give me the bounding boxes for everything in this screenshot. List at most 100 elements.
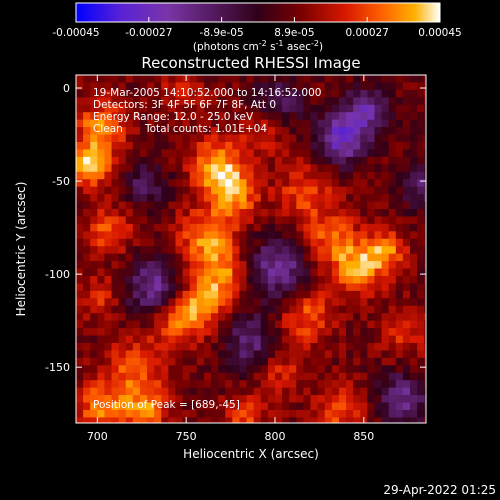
heatmap-cell (111, 179, 120, 188)
heatmap-cell (296, 261, 304, 270)
heatmap-cell (76, 149, 84, 158)
heatmap-cell (196, 275, 205, 284)
heatmap-cell (225, 372, 233, 381)
heatmap-cell (410, 298, 418, 307)
heatmap-cell (260, 208, 269, 217)
heatmap-cell (211, 268, 219, 277)
heatmap-cell (381, 97, 390, 106)
heatmap-cell (76, 335, 84, 344)
heatmap-cell (211, 75, 219, 83)
heatmap-cell (111, 238, 120, 247)
heatmap-cell (282, 179, 290, 188)
heatmap-cell (303, 75, 312, 83)
heatmap-cell (324, 119, 333, 128)
heatmap-cell (104, 335, 113, 344)
heatmap-cell (388, 238, 397, 247)
heatmap-cell (303, 119, 312, 128)
heatmap-cell (182, 134, 191, 143)
heatmap-cell (317, 350, 326, 359)
heatmap-cell (139, 238, 148, 247)
heatmap-cell (417, 357, 425, 366)
heatmap-cell (218, 246, 226, 255)
heatmap-cell (296, 320, 304, 329)
heatmap-cell (147, 320, 155, 329)
heatmap-cell (97, 417, 105, 423)
heatmap-cell (147, 425, 155, 433)
heatmap-cell (331, 350, 340, 359)
heatmap-cell (253, 97, 262, 106)
heatmap-cell (353, 141, 361, 150)
heatmap-cell (338, 365, 347, 374)
heatmap-cell (97, 261, 105, 270)
heatmap-cell (289, 201, 297, 210)
heatmap-cell (196, 216, 205, 225)
heatmap-cell (196, 342, 205, 351)
heatmap-cell (331, 104, 340, 113)
heatmap-cell (218, 223, 226, 232)
heatmap-cell (76, 238, 84, 247)
heatmap-cell (317, 238, 326, 247)
heatmap-cell (118, 238, 127, 247)
heatmap-cell (189, 149, 198, 158)
heatmap-cell (289, 238, 297, 247)
heatmap-cell (324, 357, 333, 366)
heatmap-cell (317, 216, 326, 225)
heatmap-cell (97, 82, 105, 91)
heatmap-cell (360, 149, 368, 158)
heatmap-cell (324, 335, 333, 344)
heatmap-cell (196, 372, 205, 381)
heatmap-cell (267, 179, 276, 188)
heatmap-cell (154, 261, 162, 270)
heatmap-cell (90, 372, 98, 381)
heatmap-cell (424, 305, 426, 314)
heatmap-cell (388, 186, 397, 195)
heatmap-cell (112, 425, 120, 433)
heatmap-cell (346, 127, 354, 136)
heatmap-cell (132, 395, 141, 404)
heatmap-cell (76, 268, 84, 277)
heatmap-cell (324, 261, 333, 270)
heatmap-cell (402, 342, 411, 351)
heatmap-cell (218, 268, 226, 277)
heatmap-cell (388, 409, 397, 418)
heatmap-cell (154, 395, 162, 404)
heatmap-cell (175, 156, 184, 165)
heatmap-cell (289, 283, 297, 292)
heatmap-cell (90, 208, 98, 217)
heatmap-cell (139, 164, 148, 173)
heatmap-cell (203, 231, 212, 240)
y-axis-label: Heliocentric Y (arcsec) (14, 182, 28, 317)
heatmap-cell (388, 97, 397, 106)
heatmap-cell (410, 194, 418, 203)
heatmap-cell (76, 97, 84, 106)
heatmap-cell (310, 238, 319, 247)
heatmap-cell (402, 75, 411, 83)
heatmap-cell (97, 186, 105, 195)
heatmap-cell (161, 328, 169, 337)
heatmap-cell (253, 372, 262, 381)
heatmap-cell (182, 238, 191, 247)
heatmap-cell (338, 201, 347, 210)
heatmap-cell (289, 395, 297, 404)
heatmap-cell (147, 313, 155, 322)
heatmap-cell (317, 127, 326, 136)
heatmap-cell (282, 171, 290, 180)
heatmap-cell (289, 350, 297, 359)
heatmap-cell (239, 186, 248, 195)
heatmap-cell (239, 112, 248, 121)
heatmap-cell (253, 104, 262, 113)
heatmap-cell (104, 82, 113, 91)
heatmap-cell (282, 156, 290, 165)
heatmap-cell (139, 223, 148, 232)
heatmap-cell (331, 268, 340, 277)
heatmap-cell (346, 164, 354, 173)
heatmap-cell (353, 365, 361, 374)
heatmap-cell (175, 357, 184, 366)
heatmap-cell (282, 134, 290, 143)
heatmap-cell (232, 342, 240, 351)
heatmap-cell (367, 149, 375, 158)
heatmap-cell (218, 104, 226, 113)
heatmap-cell (154, 313, 162, 322)
colorbar-tick-label: 0.00045 (418, 27, 461, 39)
heatmap-cell (331, 335, 340, 344)
